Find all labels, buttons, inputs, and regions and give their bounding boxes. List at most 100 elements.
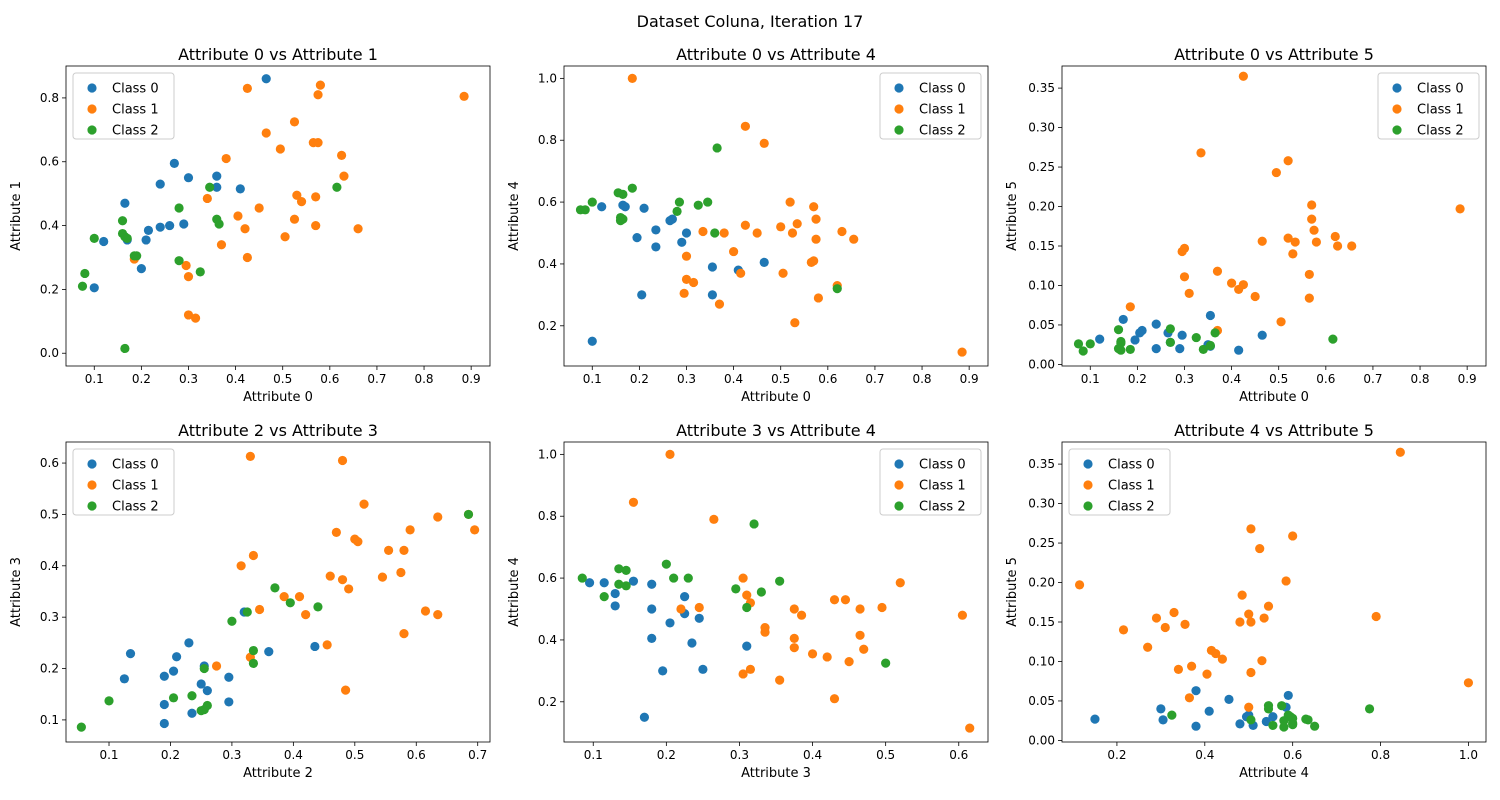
class-2-point — [1078, 346, 1088, 356]
class-0-point — [639, 203, 649, 213]
class-0-point — [119, 674, 129, 684]
class-1-point — [292, 190, 302, 200]
legend-label: Class 2 — [919, 124, 966, 139]
class-2-point — [174, 203, 184, 213]
class-0-point — [1204, 706, 1214, 716]
x-tick-label: 0.3 — [179, 372, 198, 386]
class-2-point — [248, 658, 259, 669]
class-0-point — [159, 718, 169, 729]
class-2-point — [1288, 720, 1298, 730]
legend-marker — [87, 480, 97, 490]
class-1-point — [957, 610, 968, 620]
class-1-point — [242, 252, 252, 263]
class-0-point — [742, 641, 752, 651]
x-tick-label: 0.6 — [949, 748, 968, 762]
class-1-point — [760, 627, 770, 637]
class-1-point — [322, 640, 332, 650]
y-tick-label: 0.8 — [538, 509, 557, 523]
class-0-point — [310, 641, 320, 652]
class-1-point — [1160, 622, 1170, 633]
legend-marker — [894, 459, 904, 469]
legend-marker — [894, 480, 904, 490]
class-1-point — [813, 293, 824, 303]
class-0-point — [639, 712, 650, 722]
class-2-point — [710, 228, 720, 238]
x-tick-label: 1.0 — [1459, 748, 1478, 762]
class-0-point — [224, 697, 234, 707]
class-1-point — [399, 629, 409, 639]
class-1-point — [1263, 601, 1274, 611]
class-2-point — [168, 693, 179, 703]
axes-frame — [1061, 65, 1487, 367]
class-2-point — [1246, 715, 1256, 725]
class-0-point — [235, 184, 245, 194]
legend-label: Class 0 — [919, 458, 966, 473]
class-2-point — [615, 216, 626, 226]
class-1-point — [301, 610, 311, 620]
class-1-point — [1257, 236, 1267, 246]
class-0-point — [143, 225, 154, 235]
class-1-point — [681, 274, 692, 285]
y-tick-label: 0.4 — [538, 257, 557, 271]
x-axis-label: Attribute 0 — [243, 390, 313, 405]
legend-label: Class 1 — [919, 103, 966, 118]
class-0-point — [1090, 714, 1100, 724]
legend-box — [1377, 72, 1480, 140]
y-tick-label: 0.8 — [40, 91, 59, 105]
class-2-point — [599, 592, 609, 602]
legend-label: Class 1 — [1417, 103, 1464, 118]
class-0-point — [261, 74, 271, 84]
class-2-point — [76, 722, 86, 732]
x-tick-label: 0.8 — [912, 372, 931, 386]
class-1-point — [1311, 237, 1321, 247]
class-1-point — [759, 138, 769, 148]
class-1-point — [353, 537, 363, 547]
class-0-point — [179, 219, 189, 229]
y-axis-label: Attribute 5 — [1005, 557, 1020, 627]
class-2-point — [1205, 340, 1215, 351]
class-0-point — [651, 242, 661, 252]
class-0-point — [196, 679, 206, 689]
class-2-point — [1277, 701, 1287, 711]
y-tick-label: 0.8 — [538, 133, 557, 147]
class-1-point — [789, 633, 799, 643]
class-1-point — [694, 602, 704, 613]
class-1-point — [221, 153, 231, 164]
class-2-point — [122, 233, 132, 243]
legend-marker — [1392, 83, 1402, 93]
x-tick-label: 0.5 — [771, 372, 790, 386]
y-tick-label: 0.00 — [1028, 733, 1055, 747]
class-1-point — [1283, 156, 1293, 166]
subplot-title: Attribute 0 vs Attribute 4 — [676, 45, 876, 64]
class-2-point — [1198, 344, 1208, 355]
class-1-point — [785, 197, 795, 207]
class-2-point — [661, 559, 671, 569]
class-1-point — [792, 219, 802, 229]
class-2-point — [1268, 720, 1278, 731]
legend-marker — [894, 125, 904, 135]
class-1-point — [1304, 269, 1314, 280]
class-1-point — [776, 222, 786, 232]
class-2-point — [1085, 339, 1095, 349]
class-1-point — [676, 604, 686, 614]
class-1-point — [1238, 71, 1248, 81]
y-tick-label: 0.10 — [1028, 278, 1055, 292]
legend-label: Class 0 — [1108, 458, 1155, 473]
class-1-point — [1202, 669, 1212, 679]
class-1-point — [1180, 619, 1190, 629]
class-1-point — [1074, 580, 1085, 590]
class-0-point — [212, 182, 222, 192]
class-0-point — [599, 578, 609, 588]
class-1-point — [736, 268, 746, 278]
class-1-point — [313, 137, 323, 148]
class-1-point — [789, 604, 799, 614]
class-2-point — [77, 281, 88, 291]
class-1-point — [433, 512, 443, 522]
class-1-point — [752, 228, 762, 238]
class-2-point — [1165, 337, 1175, 347]
x-tick-label: 0.9 — [1458, 372, 1477, 386]
class-2-point — [587, 197, 597, 207]
x-tick-label: 0.1 — [583, 372, 602, 386]
y-tick-label: 0.5 — [40, 507, 59, 521]
class-0-point — [141, 235, 151, 245]
